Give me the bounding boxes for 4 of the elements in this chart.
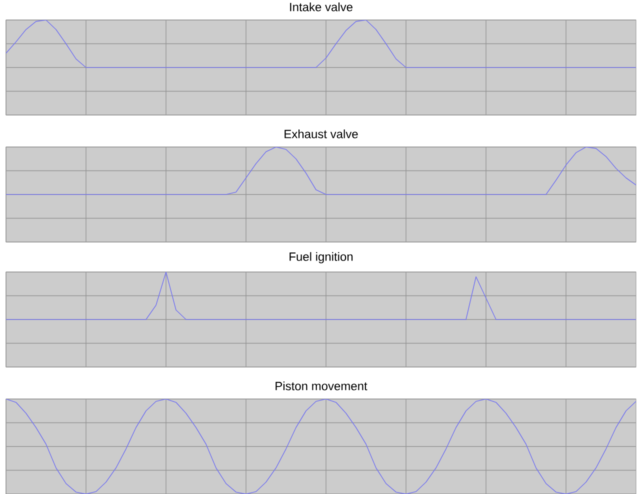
- chart-title: Fuel ignition: [290, 252, 353, 264]
- chart-title: Exhaust valve: [284, 129, 358, 138]
- chart-title: Intake valve: [290, 2, 352, 12]
- chart-title: Piston movement: [276, 381, 368, 390]
